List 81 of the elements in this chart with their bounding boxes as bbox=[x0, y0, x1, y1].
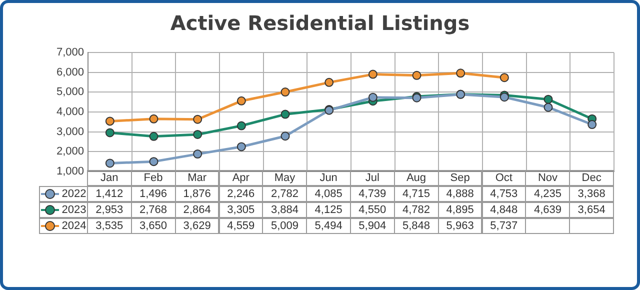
data-label: 3,884 bbox=[262, 202, 308, 218]
point bbox=[236, 142, 246, 152]
data-label: 5,848 bbox=[394, 218, 439, 234]
data-label: 5,737 bbox=[482, 218, 526, 234]
data-label: 5,904 bbox=[350, 218, 395, 234]
data-label: 5,494 bbox=[306, 218, 351, 234]
point bbox=[149, 114, 158, 124]
point bbox=[544, 102, 553, 112]
data-label: 3,629 bbox=[174, 218, 220, 234]
data-label: 4,895 bbox=[438, 202, 482, 218]
y-tick-label: 5,000 bbox=[56, 86, 84, 98]
y-tick-label: 3,000 bbox=[56, 126, 84, 138]
data-label: 2,246 bbox=[218, 186, 264, 202]
x-tick-label: Apr bbox=[218, 170, 264, 186]
data-label: 4,125 bbox=[306, 202, 351, 218]
point bbox=[105, 128, 114, 138]
data-label: 3,305 bbox=[218, 202, 264, 218]
data-label: 5,009 bbox=[262, 218, 308, 234]
data-label: 1,876 bbox=[174, 186, 220, 202]
x-tick-label: Aug bbox=[394, 170, 439, 186]
y-tick-label: 4,000 bbox=[56, 106, 84, 118]
point bbox=[368, 92, 378, 102]
chart-title: Active Residential Listings bbox=[169, 11, 471, 35]
data-label: 4,235 bbox=[525, 186, 570, 202]
point bbox=[280, 88, 290, 97]
legend-label: 2023 bbox=[62, 204, 86, 216]
point bbox=[149, 132, 158, 141]
data-label: 4,753 bbox=[482, 186, 526, 202]
point bbox=[193, 130, 202, 139]
data-label: 1,496 bbox=[130, 186, 176, 202]
point bbox=[236, 121, 246, 130]
x-tick-label: May bbox=[262, 170, 308, 186]
x-tick-label: Jan bbox=[87, 170, 132, 186]
x-tick-label: Jul bbox=[350, 170, 395, 186]
data-label: 4,848 bbox=[482, 202, 526, 218]
data-label: 3,650 bbox=[130, 218, 176, 234]
data-label: 4,550 bbox=[350, 202, 395, 218]
point bbox=[500, 73, 509, 82]
x-tick-label: Jun bbox=[306, 170, 351, 186]
point bbox=[193, 114, 202, 124]
point bbox=[105, 158, 114, 168]
point bbox=[280, 110, 290, 119]
y-tick-label: 7,000 bbox=[56, 46, 84, 59]
data-label: 2,768 bbox=[130, 202, 176, 218]
x-tick-label: Feb bbox=[130, 170, 176, 186]
data-label: 4,085 bbox=[306, 186, 351, 202]
y-tick-label: 6,000 bbox=[56, 66, 84, 78]
legend-label: 2024 bbox=[62, 220, 86, 232]
point bbox=[324, 78, 334, 87]
data-label: 5,963 bbox=[438, 218, 482, 234]
data-label: 3,654 bbox=[569, 202, 614, 218]
y-tick-label: 2,000 bbox=[56, 146, 84, 158]
point bbox=[105, 116, 114, 126]
point bbox=[412, 70, 422, 80]
point bbox=[193, 150, 202, 159]
data-label: 2,864 bbox=[174, 202, 220, 218]
point bbox=[236, 96, 246, 106]
point bbox=[368, 70, 378, 79]
data-label: 4,715 bbox=[394, 186, 439, 202]
data-label: 1,412 bbox=[87, 186, 132, 202]
y-tick-label: 1,000 bbox=[56, 165, 84, 178]
data-label: 3,368 bbox=[569, 186, 614, 202]
data-label: 4,888 bbox=[438, 186, 482, 202]
data-label: 3,535 bbox=[87, 218, 132, 234]
point bbox=[149, 157, 158, 166]
x-tick-label: Dec bbox=[569, 170, 614, 186]
x-tick-label: Mar bbox=[174, 170, 220, 186]
point bbox=[544, 94, 553, 104]
x-tick-label: Nov bbox=[525, 170, 570, 186]
point bbox=[456, 68, 466, 78]
point bbox=[280, 132, 290, 141]
point bbox=[588, 120, 597, 130]
x-tick-label: Sep bbox=[438, 170, 482, 186]
x-tick-label: Oct bbox=[482, 170, 526, 186]
data-label: 4,782 bbox=[394, 202, 439, 218]
data-label: 2,782 bbox=[262, 186, 308, 202]
legend-label: 2022 bbox=[62, 188, 86, 200]
data-label: 4,559 bbox=[218, 218, 264, 234]
data-label: 4,739 bbox=[350, 186, 395, 202]
data-label: 4,639 bbox=[525, 202, 570, 218]
data-label: 2,953 bbox=[87, 202, 132, 218]
